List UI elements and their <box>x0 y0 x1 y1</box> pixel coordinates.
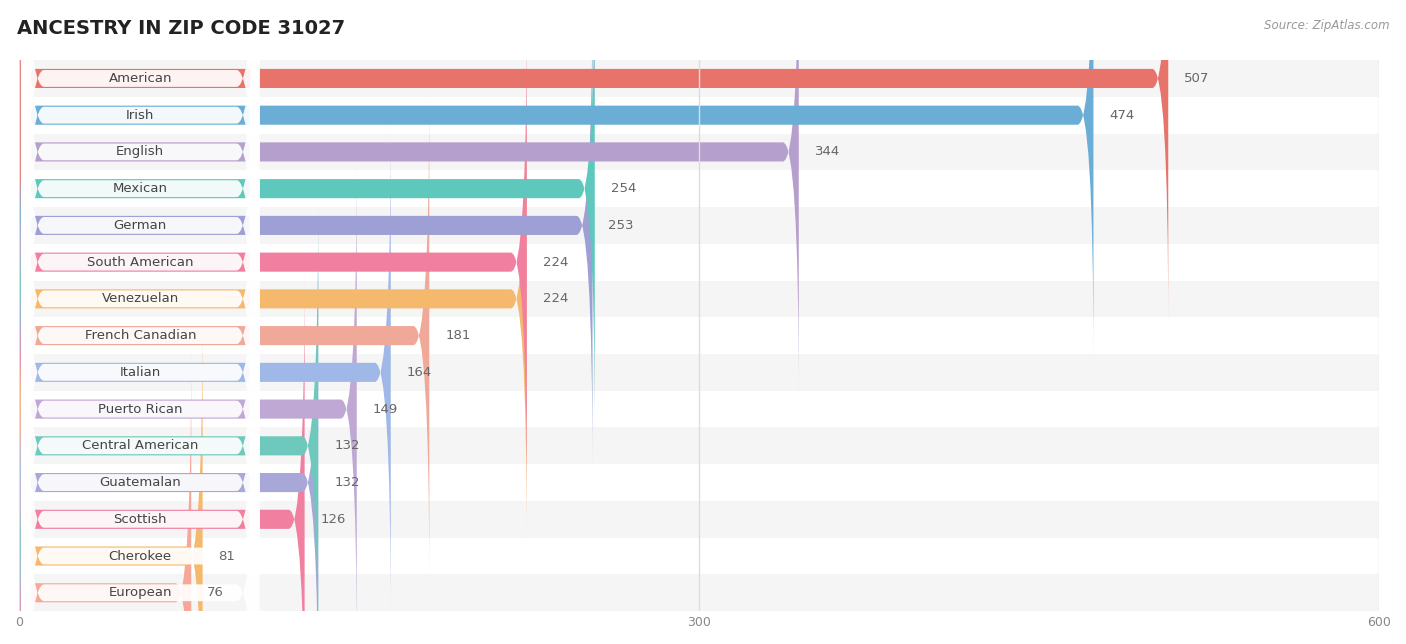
Text: Puerto Rican: Puerto Rican <box>98 402 183 415</box>
Bar <box>20 133 1379 170</box>
Text: 344: 344 <box>814 146 839 158</box>
FancyBboxPatch shape <box>20 15 527 510</box>
Text: French Canadian: French Canadian <box>84 329 195 342</box>
Text: ANCESTRY IN ZIP CODE 31027: ANCESTRY IN ZIP CODE 31027 <box>17 19 344 39</box>
FancyBboxPatch shape <box>20 308 202 644</box>
FancyBboxPatch shape <box>21 14 259 644</box>
Bar <box>20 428 1379 464</box>
Text: 507: 507 <box>1184 72 1209 85</box>
FancyBboxPatch shape <box>20 162 357 644</box>
FancyBboxPatch shape <box>21 234 259 644</box>
Text: German: German <box>114 219 167 232</box>
Bar <box>20 281 1379 317</box>
FancyBboxPatch shape <box>21 0 259 511</box>
Bar <box>20 354 1379 391</box>
Text: South American: South American <box>87 256 194 269</box>
Bar <box>20 97 1379 133</box>
FancyBboxPatch shape <box>21 0 259 644</box>
FancyBboxPatch shape <box>20 88 429 583</box>
FancyBboxPatch shape <box>20 0 1168 326</box>
Bar <box>20 317 1379 354</box>
Bar <box>20 60 1379 97</box>
FancyBboxPatch shape <box>21 0 259 621</box>
Bar <box>20 501 1379 538</box>
Text: Italian: Italian <box>120 366 160 379</box>
FancyBboxPatch shape <box>20 52 527 547</box>
FancyBboxPatch shape <box>21 160 259 644</box>
FancyBboxPatch shape <box>20 0 595 436</box>
Text: Venezuelan: Venezuelan <box>101 292 179 305</box>
FancyBboxPatch shape <box>21 0 259 644</box>
Text: European: European <box>108 586 172 600</box>
Text: Source: ZipAtlas.com: Source: ZipAtlas.com <box>1264 19 1389 32</box>
Bar <box>20 244 1379 281</box>
FancyBboxPatch shape <box>21 0 259 474</box>
Text: English: English <box>117 146 165 158</box>
Text: 224: 224 <box>543 292 568 305</box>
Text: 76: 76 <box>207 586 224 600</box>
FancyBboxPatch shape <box>21 197 259 644</box>
FancyBboxPatch shape <box>20 0 1094 363</box>
Text: Mexican: Mexican <box>112 182 167 195</box>
Text: 132: 132 <box>335 439 360 452</box>
FancyBboxPatch shape <box>21 124 259 644</box>
Bar <box>20 207 1379 244</box>
FancyBboxPatch shape <box>20 0 592 473</box>
FancyBboxPatch shape <box>20 198 318 644</box>
Text: 254: 254 <box>610 182 636 195</box>
Text: 253: 253 <box>609 219 634 232</box>
FancyBboxPatch shape <box>21 50 259 644</box>
FancyBboxPatch shape <box>21 0 259 584</box>
FancyBboxPatch shape <box>20 0 799 399</box>
FancyBboxPatch shape <box>21 87 259 644</box>
Bar <box>20 464 1379 501</box>
FancyBboxPatch shape <box>20 235 318 644</box>
Text: Cherokee: Cherokee <box>108 549 172 562</box>
Text: Irish: Irish <box>127 109 155 122</box>
FancyBboxPatch shape <box>20 345 191 644</box>
Text: 132: 132 <box>335 476 360 489</box>
Text: 126: 126 <box>321 513 346 526</box>
Text: 164: 164 <box>406 366 432 379</box>
Text: 474: 474 <box>1109 109 1135 122</box>
Bar <box>20 538 1379 574</box>
Text: 149: 149 <box>373 402 398 415</box>
FancyBboxPatch shape <box>21 0 259 437</box>
Text: Scottish: Scottish <box>114 513 167 526</box>
Text: 224: 224 <box>543 256 568 269</box>
Text: Central American: Central American <box>82 439 198 452</box>
Bar <box>20 391 1379 428</box>
FancyBboxPatch shape <box>21 0 259 547</box>
Text: 81: 81 <box>218 549 235 562</box>
Text: 181: 181 <box>446 329 471 342</box>
Text: American: American <box>108 72 172 85</box>
FancyBboxPatch shape <box>20 272 305 644</box>
Text: Guatemalan: Guatemalan <box>100 476 181 489</box>
Bar <box>20 574 1379 611</box>
Bar <box>20 170 1379 207</box>
FancyBboxPatch shape <box>20 125 391 620</box>
